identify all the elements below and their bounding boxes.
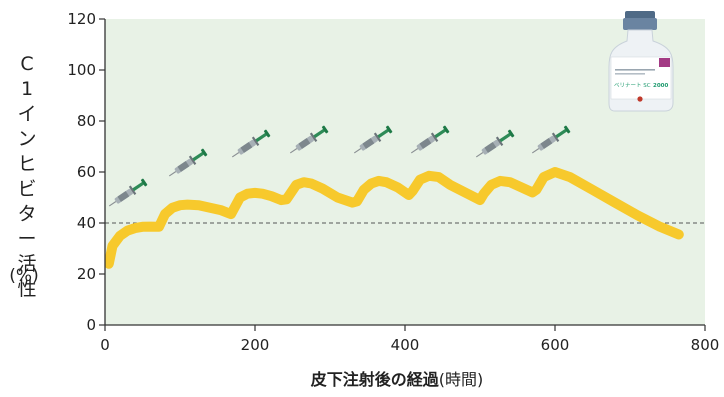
- syringe-icon: [289, 125, 329, 154]
- x-tick-label: 800: [691, 336, 720, 354]
- syringe-icon: [231, 129, 271, 158]
- syringe-icon: [108, 178, 148, 207]
- syringe-icon: [353, 125, 393, 154]
- y-axis-label-char: ビ: [17, 178, 37, 200]
- y-axis-label-char: イ: [17, 103, 37, 125]
- x-tick-label: 600: [541, 336, 570, 354]
- y-tick-label: 60: [77, 163, 96, 181]
- x-tick-label: 0: [100, 336, 110, 354]
- x-axis-label: 皮下注射後の経過(時間): [0, 366, 724, 390]
- y-tick-label: 0: [86, 316, 96, 334]
- y-axis-label-char: ヒ: [17, 153, 37, 175]
- y-axis-label-char: 活: [17, 253, 37, 275]
- y-axis-label-char: 1: [20, 78, 34, 100]
- x-tick-label: 200: [241, 336, 270, 354]
- y-tick-label: 100: [67, 61, 96, 79]
- y-axis-label-char: タ: [17, 203, 37, 225]
- y-tick-label: 120: [67, 10, 96, 28]
- syringe-icon: [475, 129, 515, 158]
- y-axis-label-char: ン: [17, 128, 37, 150]
- y-axis-unit: (%): [9, 266, 39, 286]
- y-tick-label: 80: [77, 112, 96, 130]
- y-axis-label-char: 性: [17, 278, 37, 300]
- y-axis-label: C 1 インヒビター活性: [14, 52, 40, 302]
- x-tick-label: 400: [391, 336, 420, 354]
- vial-strength-text: 2000: [653, 83, 668, 89]
- vial-brand-text: ベリナート SC: [614, 82, 651, 89]
- syringe-icon: [410, 125, 450, 154]
- drug-vial-icon: ベリナート SC 2000: [608, 11, 674, 112]
- series-line: [105, 167, 684, 269]
- y-axis-label-char: C: [20, 53, 34, 75]
- syringe-icon: [531, 125, 571, 154]
- y-tick-label: 40: [77, 214, 96, 232]
- x-axis-title: 皮下注射後の経過: [310, 370, 439, 389]
- y-axis-label-char: ー: [17, 228, 37, 250]
- syringe-icon: [168, 148, 208, 177]
- x-axis-unit: (時間): [438, 370, 484, 389]
- y-tick-label: 20: [77, 265, 96, 283]
- plot-area: [105, 19, 705, 325]
